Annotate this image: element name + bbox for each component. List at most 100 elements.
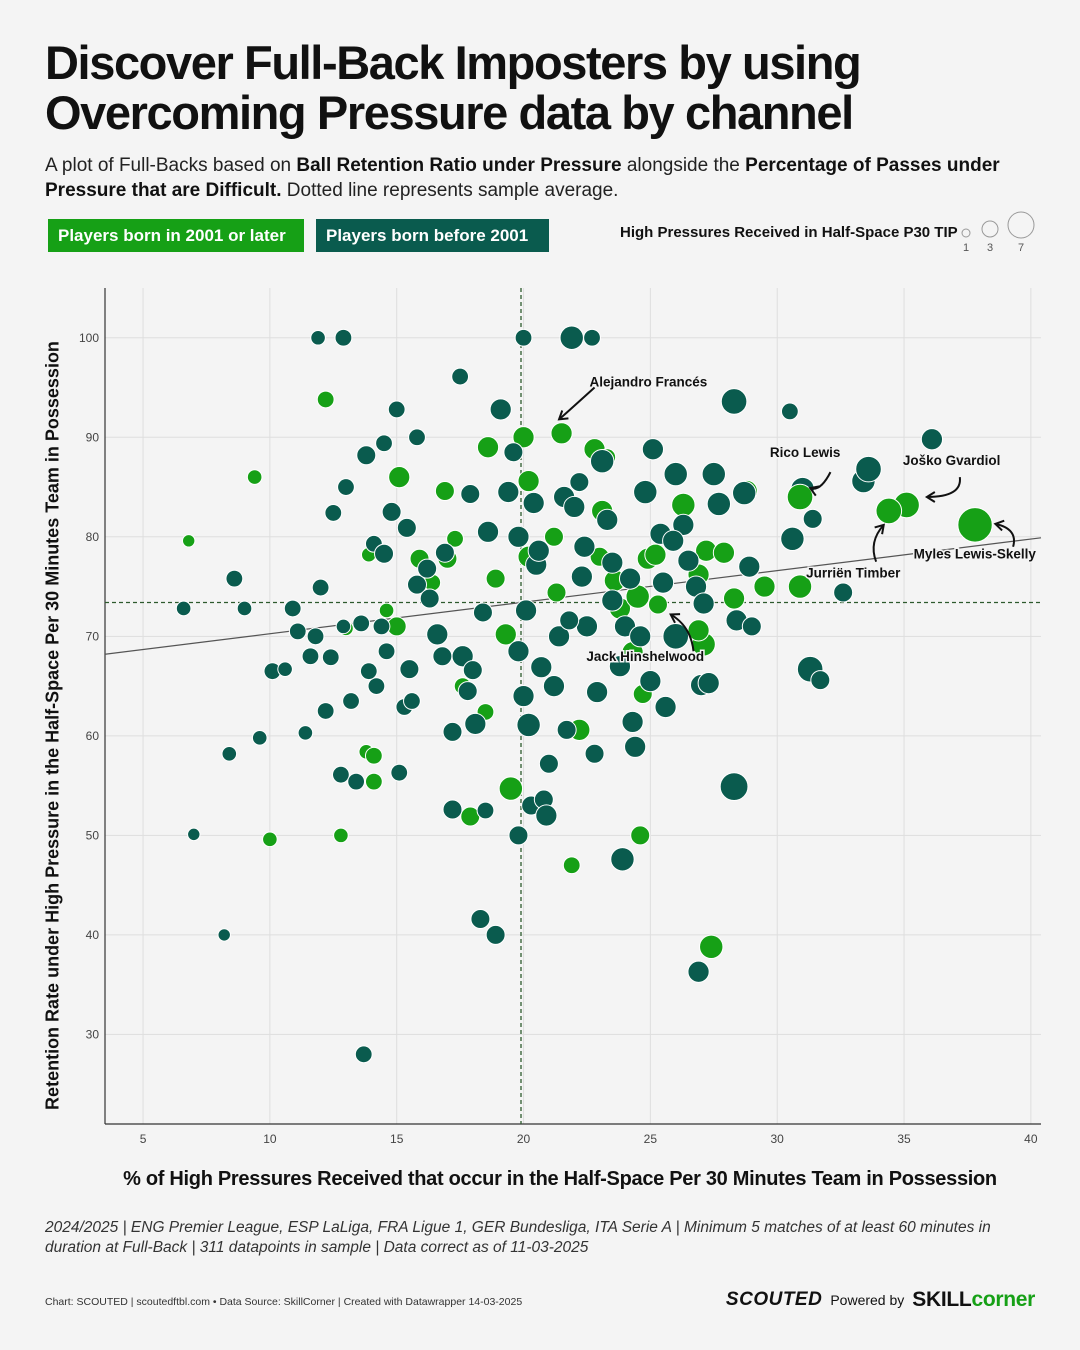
data-point-old xyxy=(374,543,395,564)
data-point-old xyxy=(485,924,506,945)
data-point-old xyxy=(780,402,799,421)
label-arrowhead xyxy=(874,523,885,535)
scatter-plot: 30 40 50 60 70 80 90 100 5 10 15 20 25 30 35 40 Alejandr… xyxy=(79,288,1042,1146)
data-point-old xyxy=(497,480,520,504)
highlighted-player-point xyxy=(957,507,993,543)
x-tick-label: 5 xyxy=(140,1132,147,1146)
powered-by-text: Powered by xyxy=(830,1292,905,1308)
brand-block: SCOUTED Powered by SKILLcorner xyxy=(726,1288,1035,1312)
subtitle-part-3: Dotted line represents sample average. xyxy=(281,180,619,201)
data-point-old xyxy=(522,491,545,515)
label-arrow xyxy=(995,522,1015,548)
size-legend-circle-large xyxy=(1007,211,1035,239)
data-point-old xyxy=(559,325,584,350)
x-tick-label: 30 xyxy=(771,1132,785,1146)
data-point-old xyxy=(451,367,470,386)
data-point-old xyxy=(583,328,601,347)
chart-title: Discover Full-Back Imposters by using Ov… xyxy=(45,36,862,139)
y-tick-label: 40 xyxy=(86,928,100,942)
data-point-young xyxy=(699,934,724,960)
trend-line xyxy=(104,537,1042,655)
data-point-young xyxy=(388,465,411,489)
y-tick-label: 80 xyxy=(86,530,100,544)
data-point-old xyxy=(236,600,253,617)
data-point-old xyxy=(692,592,715,615)
data-point-old xyxy=(175,600,192,617)
data-point-old xyxy=(297,725,314,741)
x-tick-label: 40 xyxy=(1024,1132,1038,1146)
player-label: Jack Hinshelwood xyxy=(586,649,704,664)
subtitle-bold-2: Percentage of Passes under Pressure that… xyxy=(45,155,1000,201)
data-point-old xyxy=(217,928,231,942)
data-point-old xyxy=(476,520,500,543)
size-legend-circle-medium xyxy=(981,220,999,238)
data-point-old xyxy=(347,772,366,791)
data-point-old xyxy=(221,745,238,762)
data-point-old xyxy=(283,599,302,618)
data-point-old xyxy=(512,684,535,708)
data-point-old xyxy=(372,617,391,636)
data-point-young xyxy=(787,574,813,599)
data-point-old xyxy=(310,329,326,346)
data-point-old xyxy=(585,680,609,704)
data-point-old xyxy=(342,692,360,710)
data-point-old xyxy=(462,660,483,681)
data-point-old xyxy=(621,710,644,734)
data-point-old xyxy=(662,529,685,552)
size-legend-title: High Pressures Received in Half-Space P3… xyxy=(620,224,958,241)
data-point-young xyxy=(712,541,736,564)
label-arrow xyxy=(670,613,695,652)
subtitle-bold-1: Ball Retention Ratio under Pressure xyxy=(296,155,622,176)
x-tick-label: 10 xyxy=(263,1132,277,1146)
data-point-old xyxy=(434,542,455,563)
data-point-old xyxy=(559,610,580,631)
player-label: Alejandro Francés xyxy=(589,375,707,390)
data-point-old xyxy=(288,622,307,641)
data-point-old xyxy=(706,491,732,517)
data-point-old xyxy=(352,614,371,633)
data-point-old xyxy=(332,765,350,784)
data-point-old xyxy=(417,558,438,579)
player-label: Myles Lewis-Skelly xyxy=(914,547,1037,562)
data-point-old xyxy=(432,646,453,667)
subtitle-part-1: A plot of Full-Backs based on xyxy=(45,155,297,176)
data-point-young xyxy=(671,492,696,518)
size-legend-value-7: 7 xyxy=(1018,242,1024,254)
label-arrowhead xyxy=(557,410,569,421)
data-point-young xyxy=(446,529,464,548)
data-point-old xyxy=(641,438,665,461)
data-point-old xyxy=(381,501,402,522)
data-point-old xyxy=(538,753,559,774)
data-point-young xyxy=(644,543,667,566)
data-point-old xyxy=(833,582,854,603)
label-arrowhead xyxy=(993,519,1005,532)
data-point-young xyxy=(498,776,524,801)
data-point-young xyxy=(364,746,383,765)
y-tick-label: 30 xyxy=(86,1027,100,1041)
player-label: Joško Gvardiol xyxy=(903,453,1001,468)
data-point-old xyxy=(601,589,624,612)
highlighted-player-point xyxy=(786,483,814,511)
x-tick-label: 20 xyxy=(517,1132,531,1146)
data-point-old xyxy=(396,517,417,538)
size-legend: High Pressures Received in Half-Space P3… xyxy=(620,210,1040,260)
size-legend-value-3: 3 xyxy=(987,242,993,254)
data-point-old xyxy=(701,461,726,487)
data-point-old xyxy=(426,623,449,646)
data-point-old xyxy=(306,627,325,646)
data-point-old xyxy=(802,508,823,529)
data-point-young xyxy=(262,831,278,848)
data-point-old xyxy=(442,721,463,742)
y-tick-label: 60 xyxy=(86,729,100,743)
x-tick-label: 15 xyxy=(390,1132,404,1146)
data-point-old xyxy=(629,625,652,648)
data-point-young xyxy=(494,623,517,646)
data-point-old xyxy=(780,526,805,551)
data-point-young xyxy=(512,426,535,449)
data-point-old xyxy=(403,692,421,710)
size-legend-value-1: 1 xyxy=(963,242,969,254)
data-point-old xyxy=(651,571,675,594)
data-point-old xyxy=(920,428,944,451)
data-point-old xyxy=(359,662,378,681)
data-point-old xyxy=(387,400,406,419)
